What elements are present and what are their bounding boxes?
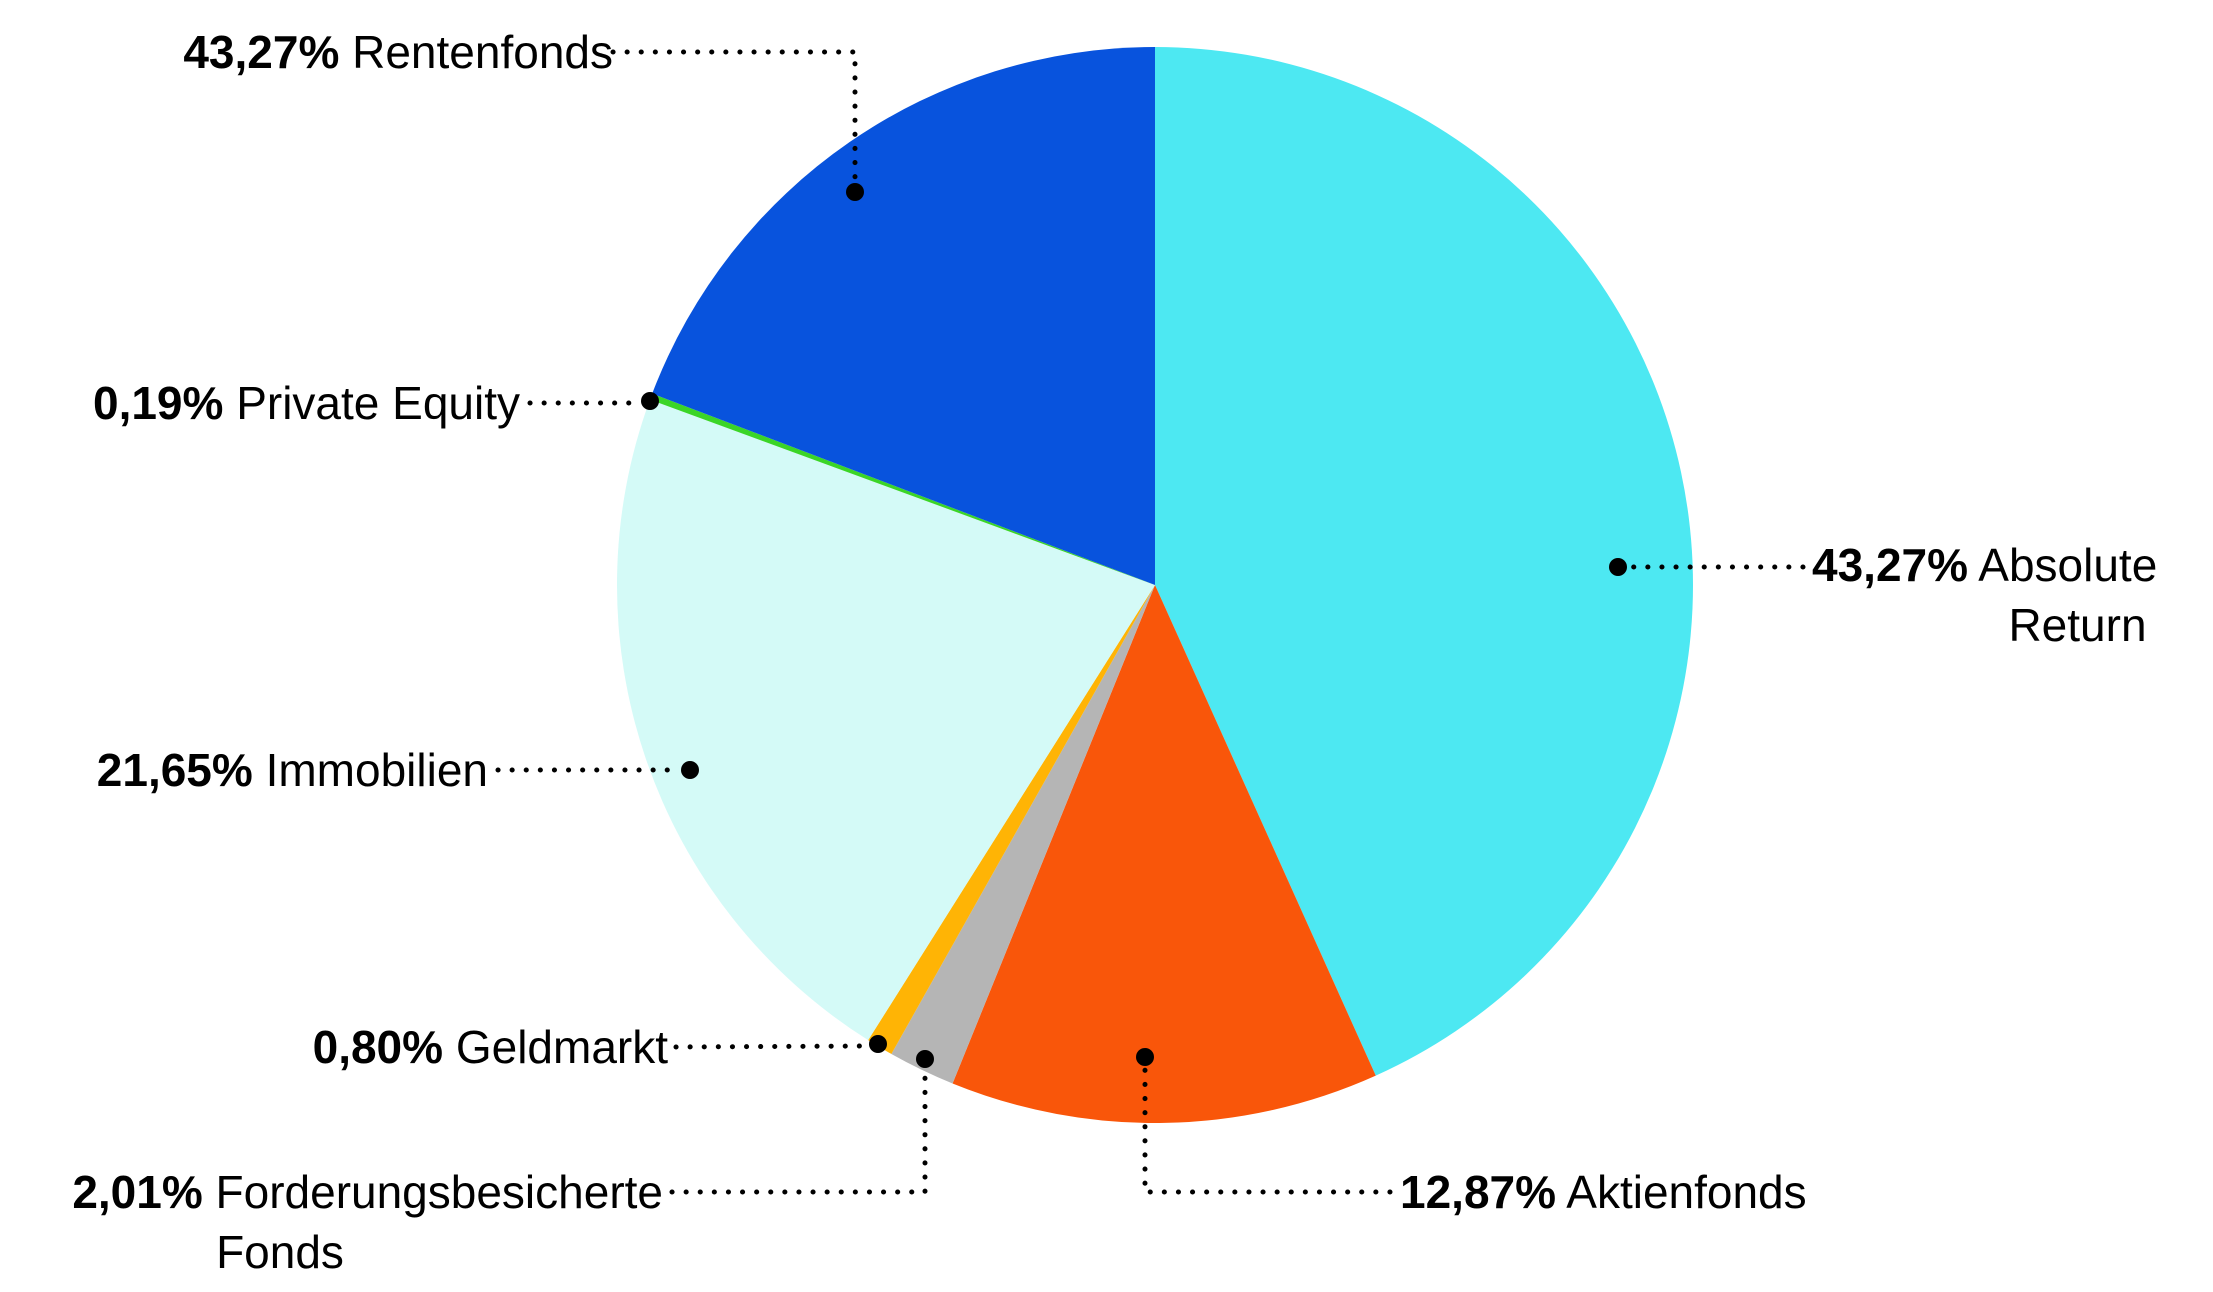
label-absolute-return-name1: Absolute bbox=[1978, 539, 2158, 591]
label-forderungsbesicherte-fonds-name2: Fonds bbox=[216, 1226, 344, 1278]
label-rentenfonds: 43,27% Rentenfonds bbox=[100, 24, 613, 80]
label-absolute-return-name2: Return bbox=[2008, 599, 2147, 651]
label-geldmarkt-pct: 0,80% bbox=[312, 1021, 444, 1073]
label-geldmarkt: 0,80% Geldmarkt bbox=[168, 1019, 668, 1075]
label-private-equity-name: Private Equity bbox=[236, 377, 520, 429]
leader-dot-geldmarkt bbox=[869, 1035, 887, 1053]
leader-lines-group bbox=[495, 49, 1806, 1195]
leader-line-rentenfonds bbox=[610, 49, 858, 186]
label-aktienfonds: 12,87% Aktienfonds bbox=[1400, 1164, 1807, 1220]
label-immobilien: 21,65% Immobilien bbox=[20, 742, 488, 798]
leader-line-forderungsbesicherte-fonds bbox=[669, 1066, 928, 1195]
pie-slice-geldmarkt bbox=[868, 585, 1155, 1054]
pie-slices-group bbox=[616, 47, 1693, 1123]
label-aktienfonds-name: Aktienfonds bbox=[1566, 1166, 1807, 1218]
label-private-equity-pct: 0,19% bbox=[92, 377, 224, 429]
leader-dot-rentenfonds bbox=[846, 183, 864, 201]
label-rentenfonds-name: Rentenfonds bbox=[352, 26, 613, 78]
label-absolute-return-pct: 43,27% bbox=[1812, 539, 1969, 591]
label-forderungsbesicherte-fonds-pct: 2,01% bbox=[72, 1166, 203, 1218]
label-immobilien-name: Immobilien bbox=[265, 744, 488, 796]
label-rentenfonds-pct: 43,27% bbox=[183, 26, 340, 78]
label-geldmarkt-name: Geldmarkt bbox=[455, 1021, 668, 1073]
pie-slice-immobilien bbox=[616, 399, 1155, 1041]
pie-slice-rentenfonds bbox=[652, 47, 1155, 585]
pie-slice-aktienfonds bbox=[952, 585, 1376, 1123]
leader-line-geldmarkt bbox=[673, 1043, 871, 1050]
label-forderungsbesicherte-fonds-name1: Forderungsbesicherte bbox=[215, 1166, 663, 1218]
leader-dot-private-equity bbox=[641, 392, 659, 410]
leader-dot-aktienfonds bbox=[1136, 1048, 1154, 1066]
label-forderungsbesicherte-fonds-line2: Fonds bbox=[130, 1224, 430, 1280]
leader-dot-forderungsbesicherte-fonds bbox=[916, 1050, 934, 1068]
pie-slice-private-equity bbox=[649, 393, 1155, 585]
pie-slice-forderungsbesicherte-fonds bbox=[891, 585, 1155, 1084]
label-absolute-return-line1: 43,27% Absolute bbox=[1812, 537, 2157, 593]
label-forderungsbesicherte-fonds-line1: 2,01% Forderungsbesicherte bbox=[30, 1164, 663, 1220]
label-immobilien-pct: 21,65% bbox=[96, 744, 253, 796]
leader-dot-absolute-return bbox=[1609, 558, 1627, 576]
label-aktienfonds-pct: 12,87% bbox=[1400, 1166, 1557, 1218]
pie-slice-absolute-return bbox=[1155, 47, 1693, 1076]
label-absolute-return-line2: Return bbox=[1985, 597, 2170, 653]
label-private-equity: 0,19% Private Equity bbox=[20, 375, 520, 431]
leader-dot-immobilien bbox=[681, 761, 699, 779]
